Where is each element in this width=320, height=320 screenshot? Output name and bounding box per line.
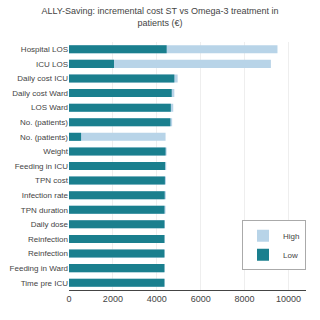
- svg-text:6000: 6000: [191, 294, 211, 304]
- svg-text:TPN duration: TPN duration: [21, 206, 68, 215]
- svg-text:No. (patients): No. (patients): [20, 118, 68, 127]
- svg-text:0: 0: [66, 294, 71, 304]
- svg-text:Time pre ICU: Time pre ICU: [21, 279, 68, 288]
- svg-text:Daily cost Ward: Daily cost Ward: [12, 89, 68, 98]
- svg-text:No. (patients): No. (patients): [20, 133, 68, 142]
- svg-text:Low: Low: [283, 251, 298, 260]
- svg-text:Daily dose: Daily dose: [31, 220, 69, 229]
- svg-text:8000: 8000: [235, 294, 255, 304]
- svg-text:Weight: Weight: [43, 147, 69, 156]
- svg-text:2000: 2000: [103, 294, 123, 304]
- svg-text:Feeding in ICU: Feeding in ICU: [15, 162, 69, 171]
- svg-text:Reinfection: Reinfection: [28, 235, 68, 244]
- svg-text:ALLY-Saving: incremental cost: ALLY-Saving: incremental cost ST vs Omeg…: [42, 6, 279, 28]
- svg-text:High: High: [283, 232, 299, 241]
- svg-text:Daily cost ICU: Daily cost ICU: [17, 74, 68, 83]
- svg-text:10000: 10000: [276, 294, 301, 304]
- svg-text:Reinfection: Reinfection: [28, 249, 68, 258]
- svg-text:4000: 4000: [147, 294, 167, 304]
- svg-text:TPN cost: TPN cost: [35, 176, 69, 185]
- svg-text:Hospital LOS: Hospital LOS: [21, 45, 68, 54]
- svg-text:LOS Ward: LOS Ward: [31, 103, 68, 112]
- svg-text:Infection rate: Infection rate: [22, 191, 69, 200]
- svg-text:Feeding in Ward: Feeding in Ward: [10, 264, 68, 273]
- svg-text:ICU LOS: ICU LOS: [36, 60, 68, 69]
